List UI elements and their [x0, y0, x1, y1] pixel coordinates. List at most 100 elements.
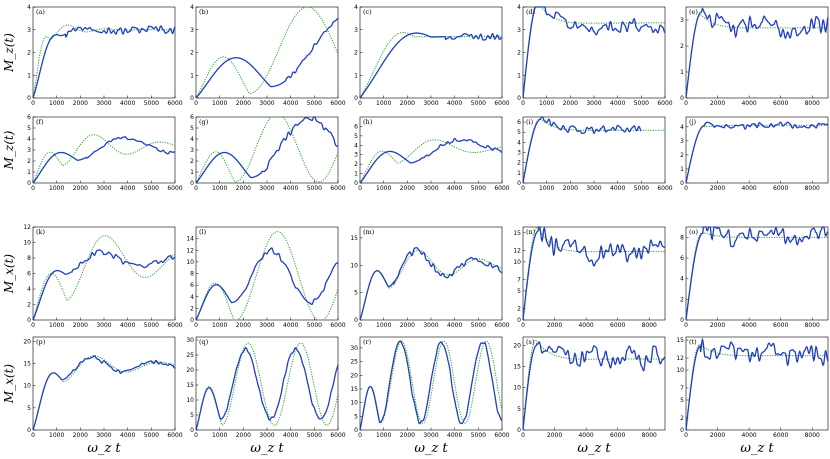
y-tick-label: 2 [680, 415, 684, 422]
x-tick-label: 5000 [144, 432, 159, 439]
y-tick-label: 25 [186, 352, 194, 359]
x-tick-label: 1000 [49, 432, 64, 439]
x-tick-label: 6000 [330, 322, 345, 329]
panel-label: (p) [36, 338, 46, 346]
series-green-dotted [195, 116, 339, 184]
x-tick-label: 0 [684, 322, 688, 329]
y-tick-label: 10 [513, 385, 521, 392]
panel-label: (g) [199, 118, 209, 126]
series-blue-solid [522, 6, 666, 99]
x-tick-label: 8000 [805, 185, 820, 192]
y-tick-label: 4 [27, 136, 31, 143]
panel-frame [359, 116, 503, 184]
y-tick-label: 0 [27, 317, 31, 324]
x-tick-label: 6000 [494, 432, 509, 439]
y-tick-label: 8 [190, 271, 194, 278]
x-tick-label: 4000 [741, 185, 756, 192]
series-green-dotted [359, 340, 503, 431]
panel-frame [195, 226, 339, 321]
x-tick-label: 3000 [423, 432, 438, 439]
series-blue-solid [522, 226, 666, 321]
y-tick-label: 15 [350, 386, 358, 393]
x-tick-label: 2000 [710, 322, 725, 329]
y-tick-label: 3 [27, 147, 31, 154]
y-tick-label: 5 [354, 133, 358, 140]
y-tick-label: 0 [190, 95, 194, 102]
series-green-dotted [195, 231, 339, 321]
series-blue-solid [32, 355, 176, 431]
x-tick-label: 2000 [236, 185, 251, 192]
x-tick-label: 0 [31, 100, 35, 107]
y-tick-label: 15 [676, 337, 684, 344]
x-tick-label: 4000 [120, 322, 135, 329]
y-tick-label: 5 [27, 405, 31, 412]
panel-frame [195, 116, 339, 184]
panel-m: 0 1000 2000 3000 4000 5000 6000 0 5 10 15 (m) [350, 226, 510, 329]
y-tick-label: 2 [354, 50, 358, 57]
series-green-dotted [359, 249, 503, 321]
x-tick-label: 2000 [547, 432, 562, 439]
series-blue-solid [32, 25, 176, 99]
y-tick-label: 15 [350, 235, 358, 242]
panel-frame [522, 6, 666, 99]
y-tick-label: 15 [23, 361, 31, 368]
y-tick-label: 2 [354, 161, 358, 168]
y-tick-label: 15 [513, 230, 521, 237]
x-tick-label: 4000 [120, 432, 135, 439]
x-tick-label: 2000 [73, 322, 88, 329]
panel-label: (n) [526, 228, 536, 236]
y-tick-label: 3 [680, 138, 684, 145]
row-ylabel: M_x(t) [2, 254, 16, 295]
x-tick-label: 4000 [120, 185, 135, 192]
panel-frame [32, 116, 176, 184]
y-tick-label: 0 [680, 180, 684, 187]
column-xlabel: ω_z t [414, 441, 448, 456]
y-tick-label: 10 [23, 240, 31, 247]
x-tick-label: 4000 [283, 100, 298, 107]
y-tick-label: 3 [517, 150, 521, 157]
x-tick-label: 1000 [49, 100, 64, 107]
x-tick-label: 0 [684, 432, 688, 439]
column-xlabel: ω_z t [250, 441, 284, 456]
x-tick-label: 6000 [330, 100, 345, 107]
x-tick-label: 2000 [400, 100, 415, 107]
y-tick-label: 10 [350, 262, 358, 269]
panel-label: (r) [363, 338, 372, 346]
series-green-dotted [685, 14, 828, 99]
row-ylabel: M_z(t) [2, 130, 16, 170]
y-tick-label: 1 [680, 69, 684, 76]
x-tick-label: 4000 [610, 100, 625, 107]
series-green-dotted [522, 118, 665, 184]
series-green-dotted [522, 339, 665, 431]
x-tick-label: 4000 [578, 432, 593, 439]
y-tick-label: 6 [27, 114, 31, 121]
panel-f: 0 1000 2000 3000 4000 5000 6000 0 1 2 3 4 5 6 (f) [27, 114, 183, 192]
series-blue-solid [195, 116, 339, 184]
y-tick-label: 2 [680, 296, 684, 303]
panel-frame [685, 116, 829, 184]
y-tick-label: 10 [186, 259, 194, 266]
y-tick-label: 4 [354, 4, 358, 11]
series-blue-solid [195, 247, 339, 321]
y-tick-label: 6 [190, 114, 194, 121]
panel-a: 0 1000 2000 3000 4000 5000 6000 0 1 2 3 4 (a) [27, 4, 183, 107]
y-tick-label: 12 [23, 224, 31, 231]
y-tick-label: 8 [27, 255, 31, 262]
y-tick-label: 20 [186, 367, 194, 374]
y-tick-label: 0 [517, 95, 521, 102]
panel-label: (f) [36, 118, 44, 126]
series-blue-solid [522, 341, 666, 431]
x-tick-label: 0 [521, 322, 525, 329]
y-tick-label: 10 [513, 259, 521, 266]
y-tick-label: 6 [680, 255, 684, 262]
y-tick-label: 2 [517, 305, 521, 312]
x-tick-label: 3000 [423, 100, 438, 107]
panel-frame [522, 336, 666, 431]
panel-label: (e) [689, 8, 698, 16]
x-tick-label: 1000 [49, 185, 64, 192]
x-tick-label: 4000 [447, 432, 462, 439]
x-tick-label: 6000 [773, 322, 788, 329]
y-tick-label: 0 [517, 317, 521, 324]
panel-frame [32, 226, 176, 321]
y-tick-label: 4 [190, 294, 194, 301]
